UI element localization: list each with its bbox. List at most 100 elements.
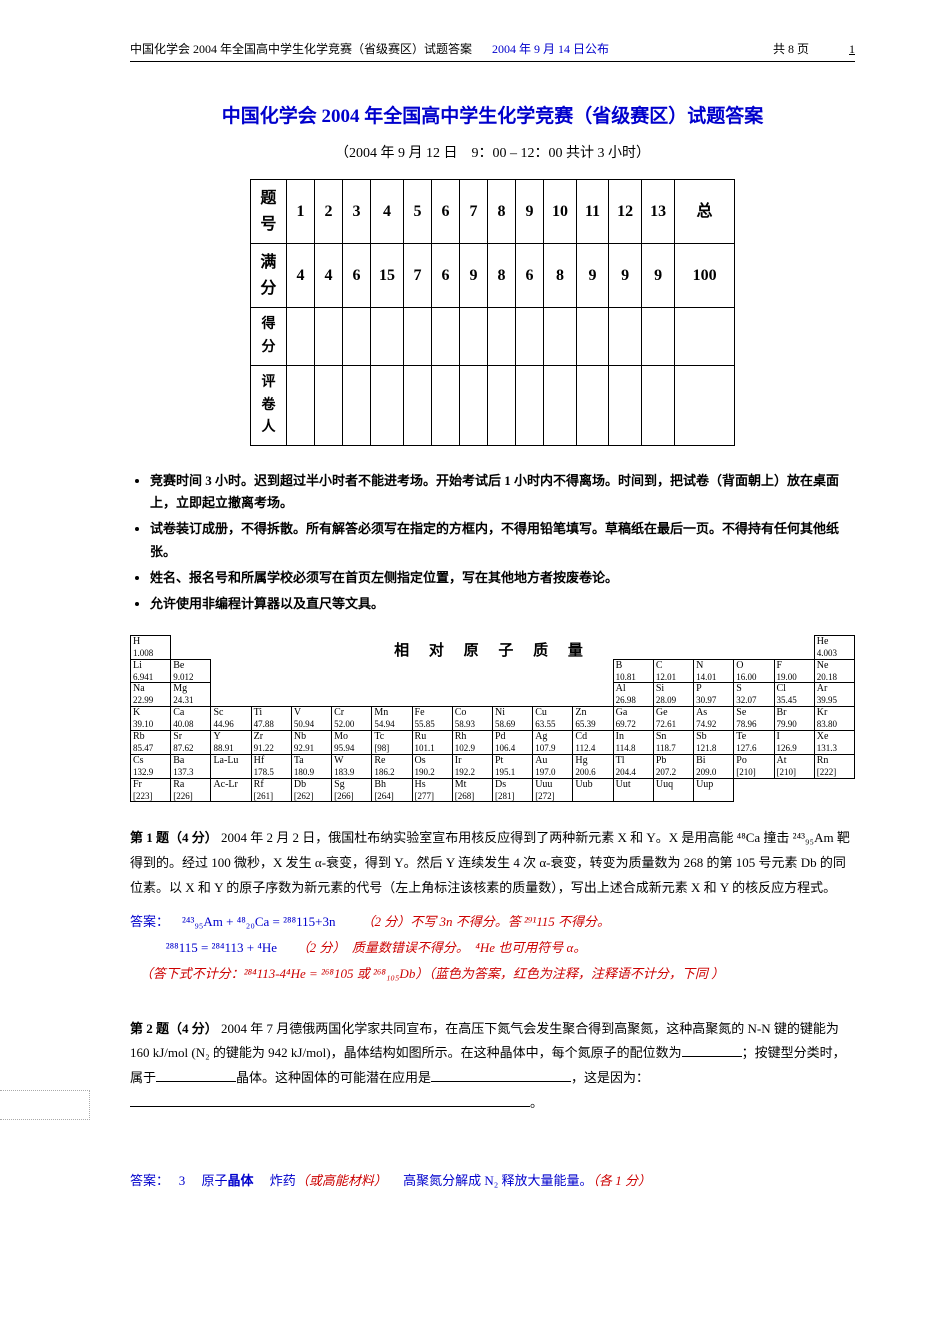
pt-cell xyxy=(171,635,211,659)
pt-cell: Zn65.39 xyxy=(573,707,613,731)
question-1: 第 1 题（4 分） 2004 年 2 月 2 日，俄国杜布纳实验室宣布用核反应… xyxy=(130,826,855,900)
pt-cell: Sc44.96 xyxy=(211,707,251,731)
pt-cell: In114.8 xyxy=(613,731,653,755)
question-text-part: ，这是因为： xyxy=(571,1070,649,1085)
pt-cell: Os190.2 xyxy=(412,754,452,778)
blank xyxy=(682,1056,742,1057)
table-row: 题号 1 2 3 4 5 6 7 8 9 10 11 12 13 总 xyxy=(250,179,734,243)
pt-cell: K39.10 xyxy=(131,707,171,731)
row-label: 满分 xyxy=(250,244,286,308)
question-text-part: 2004 年 7 月德俄两国化学家共同宣布，在高压下氮气会发生聚合得到高聚氮，这… xyxy=(130,1021,839,1061)
pt-cell: Mo95.94 xyxy=(332,731,372,755)
pt-cell xyxy=(291,683,331,707)
pt-cell: Au197.0 xyxy=(533,754,573,778)
answer-eq1: ²⁴³₉₅Am + ⁴⁸₂₀Ca = ²⁸⁸115+3n xyxy=(182,914,335,929)
blank xyxy=(431,1081,571,1082)
pt-cell: Cl35.45 xyxy=(774,683,814,707)
pt-cell: P30.97 xyxy=(694,683,734,707)
table-row: Rb85.47Sr87.62Y88.91Zr91.22Nb92.91Mo95.9… xyxy=(131,731,855,755)
answer-eq2: ²⁸⁸115 = ²⁸⁴113 + ⁴He xyxy=(166,940,277,955)
answer-1: 答案： ²⁴³₉₅Am + ⁴⁸₂₀Ca = ²⁸⁸115+3n （2 分）不写… xyxy=(130,909,855,987)
pt-cell: Y88.91 xyxy=(211,731,251,755)
pt-cell: Kr83.80 xyxy=(814,707,854,731)
answer-note: （或高能材料） xyxy=(296,1173,387,1188)
pt-cell: Ne20.18 xyxy=(814,659,854,683)
pt-cell: Cd112.4 xyxy=(573,731,613,755)
pt-cell: S32.07 xyxy=(734,683,774,707)
pt-cell: I126.9 xyxy=(774,731,814,755)
pt-cell: Rb85.47 xyxy=(131,731,171,755)
pt-cell: Fe55.85 xyxy=(412,707,452,731)
pt-cell: Br79.90 xyxy=(774,707,814,731)
pt-cell: Re186.2 xyxy=(372,754,412,778)
answer-note3: （答下式不计分：²⁸⁴113-4⁴He = ²⁶⁸105 或 ²⁶⁸₁₀₅Db）… xyxy=(140,966,724,981)
pt-cell: Pt195.1 xyxy=(492,754,532,778)
answer-value: 高聚氮分解成 N₂ 释放大量能量。 xyxy=(403,1173,592,1188)
pt-cell: Db[262] xyxy=(291,778,331,802)
pt-cell: Ir192.2 xyxy=(452,754,492,778)
pt-cell: Li6.941 xyxy=(131,659,171,683)
pt-cell: Ag107.9 xyxy=(533,731,573,755)
table-row: 评卷人 xyxy=(250,366,734,446)
pt-cell: Ar39.95 xyxy=(814,683,854,707)
pt-cell xyxy=(573,683,613,707)
total-marks: 100 xyxy=(675,244,735,308)
pt-cell: Uuq xyxy=(653,778,693,802)
list-item: 姓名、报名号和所属学校必须写在首页左侧指定位置，写在其他地方者按废卷论。 xyxy=(150,567,855,589)
pt-cell: Te127.6 xyxy=(734,731,774,755)
pt-cell: Nb92.91 xyxy=(291,731,331,755)
pt-cell: Hg200.6 xyxy=(573,754,613,778)
page-header: 中国化学会 2004 年全国高中学生化学竞赛（省级赛区）试题答案2004 年 9… xyxy=(130,40,855,62)
answer-value: 3 xyxy=(179,1173,186,1188)
table-row: K39.10Ca40.08Sc44.96Ti47.88V50.94Cr52.00… xyxy=(131,707,855,731)
pt-cell: Fr[223] xyxy=(131,778,171,802)
pt-cell: Ac-Lr xyxy=(211,778,251,802)
table-row: Na22.99Mg24.31Al26.98Si28.09P30.97S32.07… xyxy=(131,683,855,707)
pt-cell: Tl204.4 xyxy=(613,754,653,778)
pt-cell: Mt[268] xyxy=(452,778,492,802)
pt-cell: Zr91.22 xyxy=(251,731,291,755)
score-table: 题号 1 2 3 4 5 6 7 8 9 10 11 12 13 总 满分 4 … xyxy=(250,179,735,446)
table-row: 得分 xyxy=(250,308,734,366)
answer-label: 答案： xyxy=(130,914,169,929)
pt-cell: Uut xyxy=(613,778,653,802)
answer-value: 炸药 xyxy=(270,1173,296,1188)
pt-cell: Sn118.7 xyxy=(653,731,693,755)
periodic-table-section: 相 对 原 子 质 量 H1.008He4.003Li6.941Be9.012B… xyxy=(130,635,855,803)
pt-cell: Hf178.5 xyxy=(251,754,291,778)
pt-cell: Pb207.2 xyxy=(653,754,693,778)
answer-note2: （2 分） 质量数错误不得分。 ⁴He 也可用符号 α。 xyxy=(297,940,587,955)
answer-2: 答案： 3 原子晶体 炸药（或高能材料） 高聚氮分解成 N₂ 释放大量能量。（各… xyxy=(130,1168,855,1194)
list-item: 允许使用非编程计算器以及直尺等文具。 xyxy=(150,593,855,615)
pt-cell: Uuu[272] xyxy=(533,778,573,802)
blank xyxy=(130,1106,530,1107)
pt-cell: Cs132.9 xyxy=(131,754,171,778)
pt-cell: Bi209.0 xyxy=(694,754,734,778)
pt-cell: V50.94 xyxy=(291,707,331,731)
question-text-part: 。 xyxy=(530,1095,543,1110)
pt-cell xyxy=(814,778,854,802)
answer-note1: （2 分）不写 3n 不得分。答 ²⁹¹115 不得分。 xyxy=(361,914,610,929)
pt-cell xyxy=(533,683,573,707)
pt-cell xyxy=(372,683,412,707)
pt-cell xyxy=(452,683,492,707)
pt-cell xyxy=(211,683,251,707)
document-title: 中国化学会 2004 年全国高中学生化学竞赛（省级赛区）试题答案 xyxy=(130,102,855,132)
pt-cell xyxy=(412,683,452,707)
pt-cell: He4.003 xyxy=(814,635,854,659)
pt-cell: Na22.99 xyxy=(131,683,171,707)
row-label: 得分 xyxy=(250,308,286,366)
pt-cell: Ds[281] xyxy=(492,778,532,802)
question-2: 第 2 题（4 分） 2004 年 7 月德俄两国化学家共同宣布，在高压下氮气会… xyxy=(130,1017,855,1116)
pt-cell: Co58.93 xyxy=(452,707,492,731)
pt-cell: Ti47.88 xyxy=(251,707,291,731)
pt-cell: Sb121.8 xyxy=(694,731,734,755)
margin-marker xyxy=(0,1090,90,1120)
pt-cell: Ni58.69 xyxy=(492,707,532,731)
pt-cell: As74.92 xyxy=(694,707,734,731)
row-label: 评卷人 xyxy=(250,366,286,446)
pt-cell: Se78.96 xyxy=(734,707,774,731)
pt-cell: At[210] xyxy=(774,754,814,778)
pt-cell xyxy=(332,683,372,707)
pt-cell: Uup xyxy=(694,778,734,802)
